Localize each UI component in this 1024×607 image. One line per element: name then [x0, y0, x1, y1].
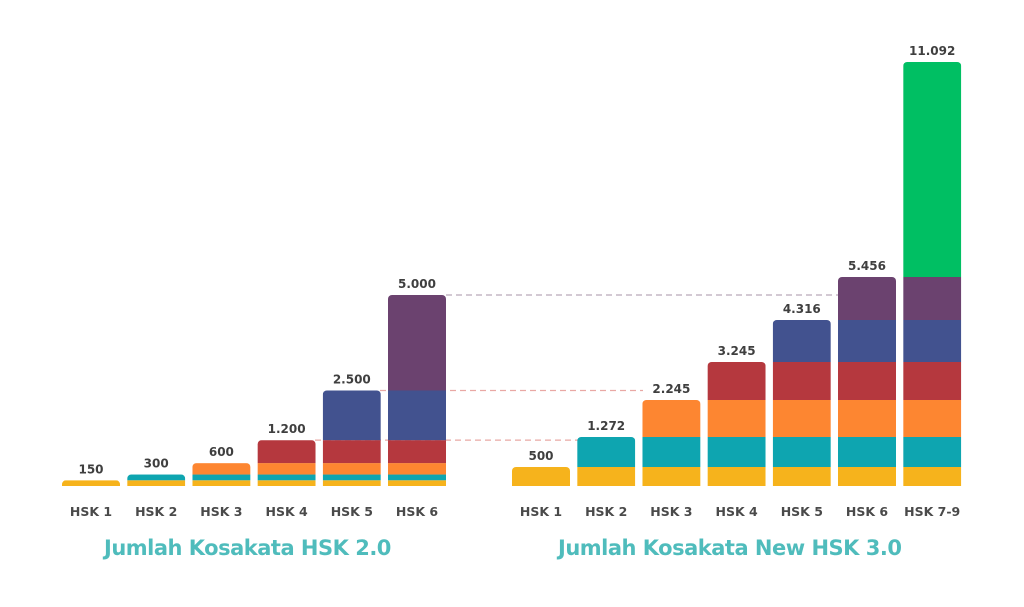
bar-segment-hsk-4-3 — [257, 440, 316, 464]
bar-segment-hsk-7-9-3 — [903, 362, 962, 400]
bar-segment-hsk-6-5 — [838, 277, 896, 320]
bar-segment-hsk-6-0 — [388, 480, 446, 486]
bar-segment-hsk-3-0 — [642, 467, 701, 486]
bar-segment-hsk-5-3 — [322, 440, 381, 464]
bar-segment-hsk-6-3 — [838, 362, 896, 400]
bar-segment-hsk-6-2 — [838, 400, 896, 437]
bar-segment-hsk-6-5 — [388, 295, 446, 391]
x-tick-label: HSK 5 — [781, 504, 823, 519]
bar-segment-hsk-4-1 — [707, 437, 766, 467]
bar-segment-hsk-4-0 — [707, 467, 766, 486]
x-tick-label: HSK 6 — [396, 504, 439, 519]
bar-segment-hsk-3-1 — [642, 437, 701, 467]
bar-segment-hsk-7-9-5 — [903, 277, 962, 320]
x-tick-label: HSK 3 — [200, 504, 242, 519]
x-tick-label: HSK 3 — [650, 504, 692, 519]
chart-title-hsk-2: Jumlah Kosakata HSK 2.0 — [104, 536, 391, 560]
bar-segment-hsk-3-1 — [192, 474, 251, 481]
bar-segment-hsk-5-0 — [322, 480, 381, 486]
x-tick-label: HSK 7-9 — [904, 504, 960, 519]
bar-segment-hsk-5-1 — [772, 437, 831, 467]
bar-segment-hsk-2-0 — [577, 467, 636, 486]
value-label: 1.272 — [587, 419, 625, 433]
bar-segment-hsk-7-9-0 — [903, 467, 962, 486]
x-tick-label: HSK 4 — [265, 504, 308, 519]
bar-segment-hsk-4-1 — [257, 474, 316, 481]
bar-segment-hsk-1-0 — [512, 467, 570, 486]
bar-segment-hsk-7-9-2 — [903, 400, 962, 437]
value-label: 5.456 — [848, 259, 886, 273]
value-label: 300 — [144, 457, 169, 471]
bar-segment-hsk-6-0 — [838, 467, 896, 486]
bar-segment-hsk-6-3 — [388, 440, 446, 464]
x-tick-label: HSK 6 — [846, 504, 889, 519]
value-label: 2.500 — [333, 373, 371, 387]
bar-segment-hsk-2-1 — [577, 437, 636, 467]
value-label: 11.092 — [909, 44, 955, 58]
bar-segment-hsk-3-2 — [192, 463, 251, 475]
bar-segment-hsk-2-1 — [127, 474, 186, 481]
bar-segment-hsk-5-4 — [322, 390, 381, 441]
bar-segment-hsk-7-9-1 — [903, 437, 962, 467]
bar-segment-hsk-6-2 — [388, 463, 446, 475]
bar-segment-hsk-7-9-4 — [903, 320, 962, 362]
bar-segment-hsk-6-4 — [838, 320, 896, 362]
bar-segment-hsk-5-3 — [772, 362, 831, 400]
value-label: 5.000 — [398, 277, 436, 291]
bar-segment-hsk-7-9-6 — [903, 62, 962, 277]
bar-segment-hsk-4-2 — [707, 400, 766, 437]
x-tick-label: HSK 1 — [70, 504, 112, 519]
x-tick-label: HSK 2 — [135, 504, 177, 519]
value-label: 4.316 — [783, 302, 821, 316]
bar-segment-hsk-3-0 — [192, 480, 251, 486]
value-label: 500 — [528, 449, 553, 463]
x-tick-label: HSK 2 — [585, 504, 627, 519]
bar-segment-hsk-5-4 — [772, 320, 831, 362]
x-tick-label: HSK 5 — [331, 504, 373, 519]
bar-segment-hsk-4-3 — [707, 362, 766, 400]
x-tick-label: HSK 1 — [520, 504, 562, 519]
chart-title-new-hsk-3: Jumlah Kosakata New HSK 3.0 — [558, 536, 902, 560]
bar-segment-hsk-5-2 — [322, 463, 381, 475]
value-label: 3.245 — [718, 344, 756, 358]
bar-segment-hsk-6-1 — [838, 437, 896, 467]
bar-segment-hsk-2-0 — [127, 480, 186, 486]
bar-segment-hsk-1-0 — [62, 480, 120, 486]
bar-segment-hsk-5-2 — [772, 400, 831, 437]
value-label: 1.200 — [268, 422, 306, 436]
bar-segment-hsk-5-0 — [772, 467, 831, 486]
value-label: 600 — [209, 445, 234, 459]
bar-segment-hsk-5-1 — [322, 474, 381, 481]
value-label: 2.245 — [652, 382, 690, 396]
bar-segment-hsk-3-2 — [642, 400, 701, 437]
bar-segment-hsk-4-0 — [257, 480, 316, 486]
bar-segment-hsk-4-2 — [257, 463, 316, 475]
bar-segment-hsk-6-4 — [388, 390, 446, 441]
value-label: 150 — [78, 462, 103, 476]
x-tick-label: HSK 4 — [715, 504, 758, 519]
bar-segment-hsk-6-1 — [388, 474, 446, 481]
